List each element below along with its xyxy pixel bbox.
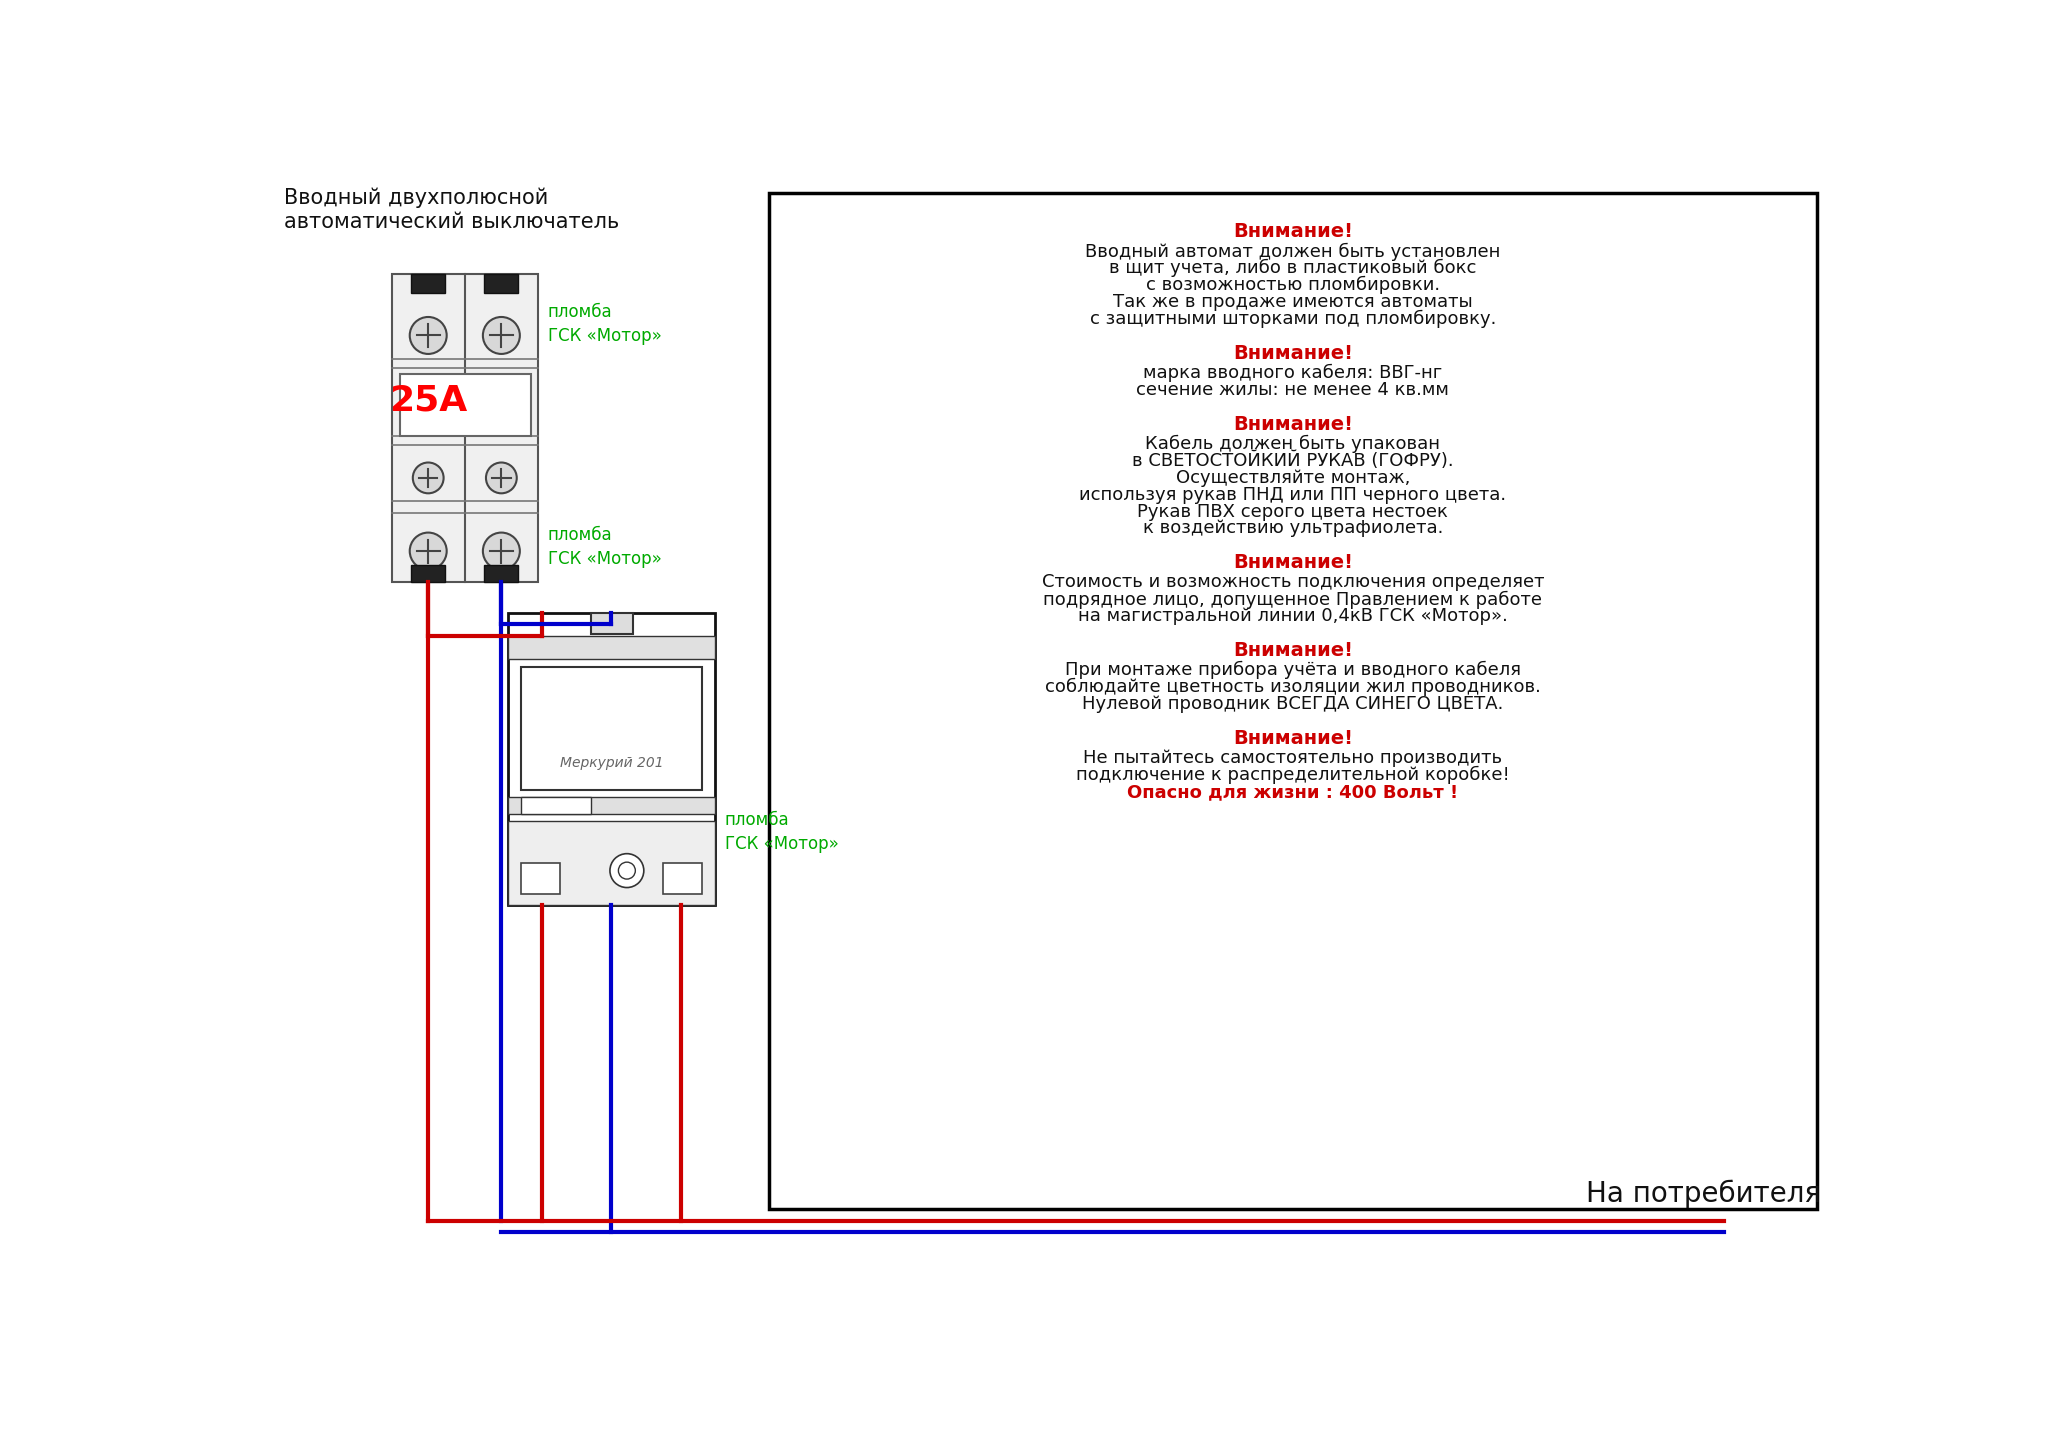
Text: Вводный автомат должен быть установлен: Вводный автомат должен быть установлен	[1085, 242, 1501, 261]
Text: соблюдайте цветность изоляции жил проводников.: соблюдайте цветность изоляции жил провод…	[1044, 678, 1540, 696]
Text: в щит учета, либо в пластиковый бокс: в щит учета, либо в пластиковый бокс	[1110, 259, 1477, 278]
Bar	[508, 613, 715, 905]
Text: При монтаже прибора учёта и вводного кабеля: При монтаже прибора учёта и вводного каб…	[1065, 662, 1522, 679]
Text: Внимание!: Внимание!	[1233, 223, 1354, 242]
Bar	[508, 636, 715, 659]
Text: с защитными шторками под пломбировку.: с защитными шторками под пломбировку.	[1090, 310, 1497, 329]
Bar	[590, 613, 633, 634]
Bar	[522, 666, 702, 789]
Bar	[664, 863, 702, 893]
Circle shape	[618, 862, 635, 879]
Text: с возможностью пломбировки.: с возможностью пломбировки.	[1147, 277, 1440, 294]
Circle shape	[414, 462, 444, 494]
Circle shape	[483, 317, 520, 353]
Bar	[522, 863, 559, 893]
Text: Внимание!: Внимание!	[1233, 728, 1354, 749]
Text: 25А: 25А	[389, 384, 467, 418]
Bar	[522, 798, 590, 814]
Bar	[399, 374, 530, 436]
Bar	[485, 274, 518, 292]
Text: На потребителя: На потребителя	[1585, 1180, 1821, 1208]
Text: Стоимость и возможность подключения определяет: Стоимость и возможность подключения опре…	[1042, 573, 1544, 591]
Text: сечение жилы: не менее 4 кв.мм: сечение жилы: не менее 4 кв.мм	[1137, 381, 1450, 398]
Text: пломба
ГСК «Мотор»: пломба ГСК «Мотор»	[547, 303, 662, 345]
Text: Опасно для жизни : 400 Вольт !: Опасно для жизни : 400 Вольт !	[1126, 783, 1458, 801]
Text: Кабель должен быть упакован: Кабель должен быть упакован	[1145, 434, 1440, 453]
Bar	[391, 274, 539, 582]
Circle shape	[483, 533, 520, 569]
Text: в СВЕТОСТОЙКИЙ РУКАВ (ГОФРУ).: в СВЕТОСТОЙКИЙ РУКАВ (ГОФРУ).	[1133, 452, 1454, 471]
Text: Меркурий 201: Меркурий 201	[559, 756, 664, 770]
Circle shape	[610, 854, 643, 888]
Text: пломба
ГСК «Мотор»: пломба ГСК «Мотор»	[725, 811, 838, 853]
Bar	[412, 274, 444, 292]
Text: марка вводного кабеля: ВВГ-нг: марка вводного кабеля: ВВГ-нг	[1143, 363, 1442, 382]
Circle shape	[410, 533, 446, 569]
Text: Осуществляйте монтаж,: Осуществляйте монтаж,	[1176, 469, 1411, 487]
Bar	[412, 565, 444, 582]
Text: Внимание!: Внимание!	[1233, 345, 1354, 363]
Bar	[770, 193, 1817, 1209]
Bar	[485, 565, 518, 582]
Text: Нулевой проводник ВСЕГДА СИНЕГО ЦВЕТА.: Нулевой проводник ВСЕГДА СИНЕГО ЦВЕТА.	[1081, 695, 1503, 712]
Bar	[508, 821, 715, 905]
Text: пломба
ГСК «Мотор»: пломба ГСК «Мотор»	[547, 527, 662, 568]
Text: Внимание!: Внимание!	[1233, 553, 1354, 572]
Text: Вводный двухполюсной: Вводный двухполюсной	[285, 188, 549, 209]
Text: используя рукав ПНД или ПП черного цвета.: используя рукав ПНД или ПП черного цвета…	[1079, 485, 1507, 504]
Text: Внимание!: Внимание!	[1233, 641, 1354, 660]
Circle shape	[485, 462, 516, 494]
Text: Рукав ПВХ серого цвета нестоек: Рукав ПВХ серого цвета нестоек	[1137, 502, 1448, 520]
Bar	[508, 798, 715, 814]
Text: Внимание!: Внимание!	[1233, 414, 1354, 434]
Text: подключение к распределительной коробке!: подключение к распределительной коробке!	[1075, 766, 1509, 785]
Text: подрядное лицо, допущенное Правлением к работе: подрядное лицо, допущенное Правлением к …	[1042, 591, 1542, 608]
Text: на магистральной линии 0,4кВ ГСК «Мотор».: на магистральной линии 0,4кВ ГСК «Мотор»…	[1077, 607, 1507, 626]
Text: Так же в продаже имеются автоматы: Так же в продаже имеются автоматы	[1112, 292, 1473, 311]
Text: автоматический выключатель: автоматический выключатель	[285, 213, 618, 232]
Circle shape	[410, 317, 446, 353]
Text: Не пытайтесь самостоятельно производить: Не пытайтесь самостоятельно производить	[1083, 749, 1503, 767]
Text: к воздействию ультрафиолета.: к воздействию ультрафиолета.	[1143, 520, 1444, 537]
